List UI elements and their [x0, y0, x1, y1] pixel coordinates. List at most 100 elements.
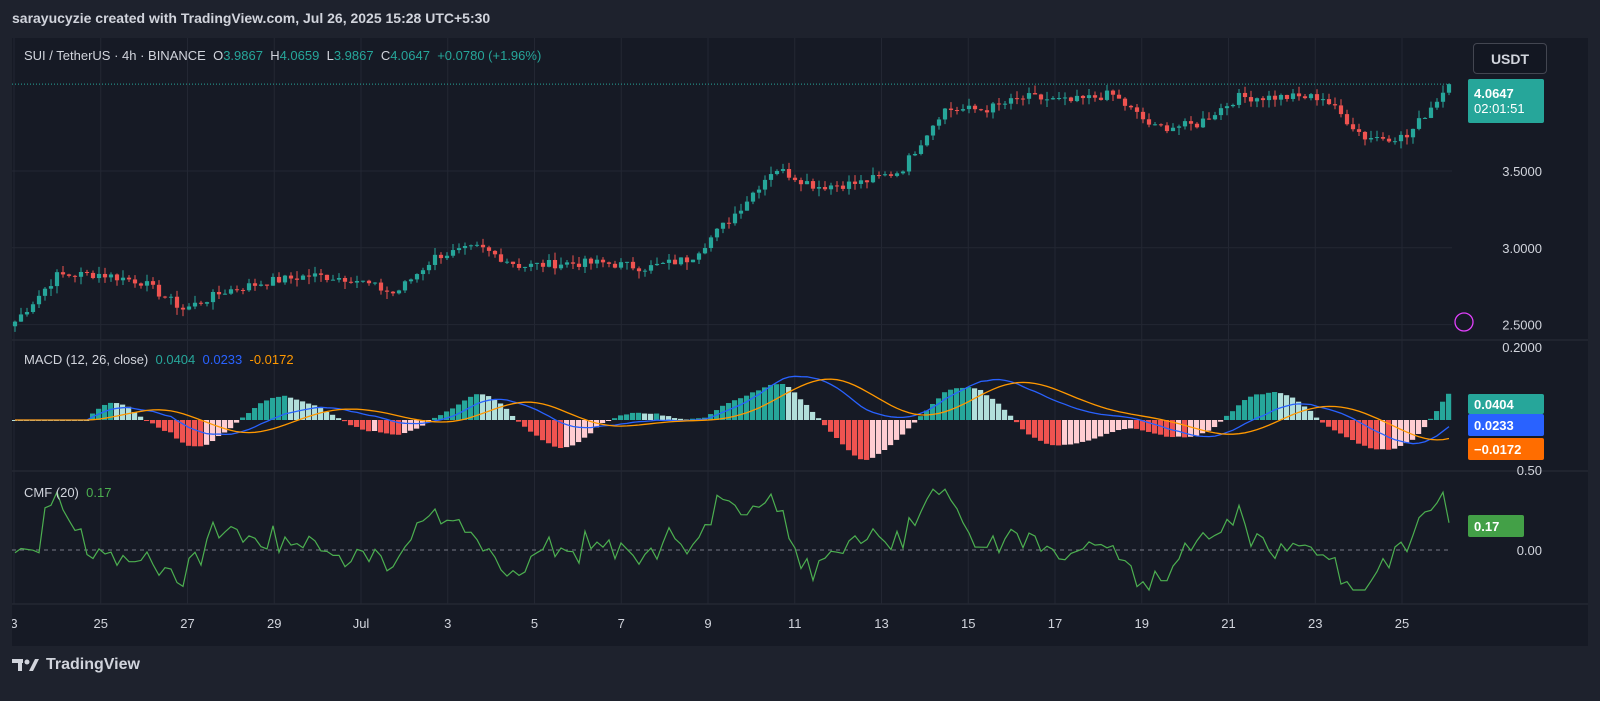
- macd-histogram-bar: [324, 411, 330, 420]
- candle-body: [408, 279, 414, 282]
- macd-histogram-bar: [468, 396, 474, 420]
- candle-body: [30, 304, 36, 312]
- candle-body: [150, 281, 156, 285]
- price-tag: 4.0647 02:01:51: [1468, 79, 1544, 123]
- cmf-line: [14, 488, 1450, 592]
- macd-histogram-bar: [1416, 420, 1422, 434]
- macd-histogram-bar: [12, 420, 18, 421]
- cmf-axis-label: 0.00: [1517, 543, 1542, 558]
- macd-histogram-bar: [306, 403, 312, 420]
- candle-body: [300, 275, 306, 280]
- candle-body: [816, 187, 822, 189]
- macd-histogram-bar: [510, 415, 516, 420]
- macd-histogram-bar: [1146, 420, 1152, 432]
- macd-histogram-bar: [1032, 420, 1038, 438]
- candle-body: [582, 258, 588, 267]
- x-tick-label: 29: [267, 616, 281, 631]
- macd-histogram-bar: [1020, 420, 1026, 430]
- macd-histogram-bar: [1098, 420, 1104, 437]
- macd-histogram-bar: [744, 395, 750, 420]
- macd-histogram-bar: [672, 418, 678, 420]
- candle-body: [924, 135, 930, 146]
- macd-histogram-bar: [780, 383, 786, 420]
- symbol-legend: SUI / TetherUS · 4h · BINANCE O3.9867 H4…: [24, 48, 541, 63]
- chart-canvas[interactable]: 3 25 27 29 Jul 3 5 7 9 11 13 15 17 19 21 23 25 2.5000 3.00…: [12, 38, 1588, 646]
- candle-body: [1080, 95, 1086, 99]
- candle-body: [312, 273, 318, 277]
- macd-histogram-bar: [390, 420, 396, 435]
- candle-body: [600, 259, 606, 263]
- macd-histogram-bar: [240, 417, 246, 420]
- candle-body: [636, 268, 642, 272]
- macd-histogram-bar: [168, 420, 174, 433]
- cmf-name[interactable]: CMF (20): [24, 485, 79, 500]
- symbol-pair[interactable]: SUI / TetherUS · 4h · BINANCE: [24, 48, 206, 63]
- tradingview-brand[interactable]: TradingView: [12, 656, 140, 674]
- macd-histogram-bar: [108, 402, 114, 420]
- candle-body: [702, 248, 708, 254]
- macd-histogram-bar: [888, 420, 894, 446]
- candle-body: [798, 180, 804, 185]
- macd-histogram-bar: [774, 384, 780, 420]
- x-tick-label: 7: [618, 616, 625, 631]
- macd-histogram-bar: [1110, 420, 1116, 433]
- candle-body: [240, 289, 246, 291]
- candle-body: [642, 270, 648, 272]
- macd-histogram-bar: [1158, 420, 1164, 435]
- macd-histogram-bar: [1314, 417, 1320, 420]
- candle-body: [618, 262, 624, 268]
- candle-body: [354, 281, 360, 283]
- candle-body: [504, 261, 510, 263]
- candle-body: [576, 263, 582, 267]
- macd-histogram-bar: [1386, 420, 1392, 450]
- macd-histogram-bar: [870, 420, 876, 458]
- macd-histogram-bar: [1398, 420, 1404, 446]
- macd-histogram-bar: [1338, 420, 1344, 434]
- candle-body: [342, 278, 348, 282]
- currency-button[interactable]: USDT: [1473, 43, 1547, 74]
- candle-body: [984, 110, 990, 113]
- macd-histogram-bar: [1206, 420, 1212, 431]
- macd-histogram-bar: [1062, 420, 1068, 445]
- macd-histogram-bar: [276, 396, 282, 420]
- candle-body: [348, 281, 354, 283]
- macd-histogram-bar: [984, 395, 990, 420]
- candle-body: [1188, 121, 1194, 124]
- candle-body: [888, 174, 894, 176]
- macd-histogram-bar: [900, 420, 906, 435]
- macd-histogram-bar: [540, 420, 546, 441]
- candle-body: [1158, 124, 1164, 126]
- candle-body: [264, 284, 270, 286]
- macd-histogram-bar: [1392, 420, 1398, 449]
- candle-body: [1446, 84, 1452, 93]
- high-label: H: [270, 48, 280, 63]
- macd-histogram-bar: [906, 420, 912, 429]
- macd-histogram-bar: [1422, 420, 1428, 428]
- chart-area[interactable]: 3 25 27 29 Jul 3 5 7 9 11 13 15 17 19 21 23 25 2.5000 3.00…: [12, 38, 1588, 646]
- macd-legend: MACD (12, 26, close) 0.0404 0.0233 -0.01…: [24, 352, 294, 367]
- candle-body: [1176, 126, 1182, 128]
- candle-body: [552, 259, 558, 269]
- macd-name[interactable]: MACD (12, 26, close): [24, 352, 149, 367]
- candle-body: [1290, 93, 1296, 99]
- macd-histogram-bar: [1104, 420, 1110, 434]
- candle-body: [624, 261, 630, 263]
- candle-body: [480, 244, 486, 248]
- macd-histogram-bar: [456, 404, 462, 420]
- candle-body: [48, 286, 54, 289]
- macd-histogram-bar: [312, 405, 318, 420]
- macd-histogram-bar: [474, 394, 480, 420]
- candle-body: [162, 296, 168, 298]
- candle-body: [864, 180, 870, 183]
- macd-histogram-bar: [1254, 394, 1260, 420]
- price-axis-label: 3.0000: [1502, 241, 1542, 256]
- macd-histogram-bar: [1356, 420, 1362, 444]
- macd-hist-tag: −0.0172: [1468, 438, 1544, 460]
- candle-body: [1350, 124, 1356, 130]
- macd-signal-line: [15, 378, 1450, 441]
- candle-body: [12, 321, 18, 327]
- candle-body: [912, 153, 918, 156]
- tradingview-logo-icon: [12, 659, 39, 671]
- price-tag-price: 4.0647: [1474, 86, 1514, 101]
- candle-body: [1296, 93, 1302, 97]
